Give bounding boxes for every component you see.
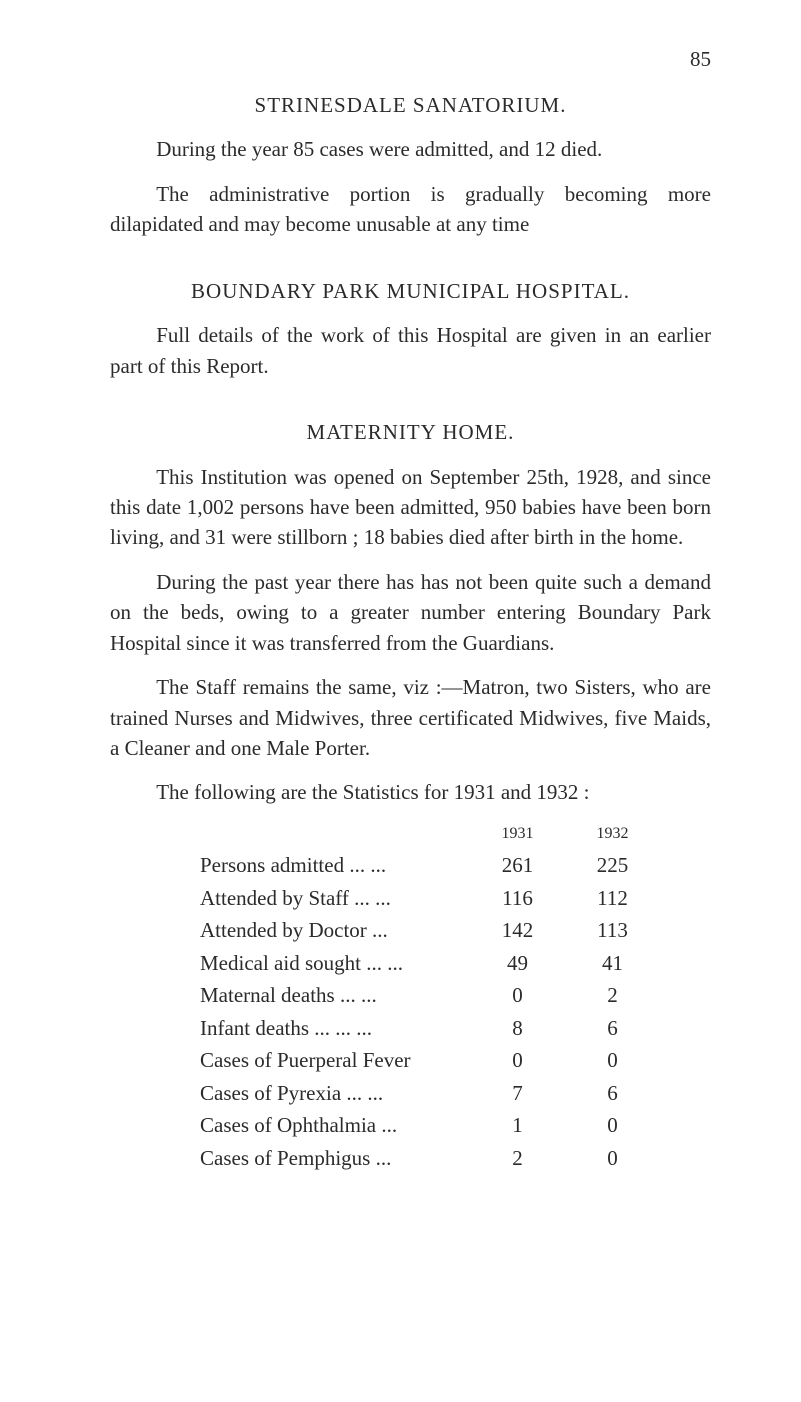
paragraph: Full details of the work of this Hospita… [110,320,711,381]
table-header-year: 1932 [565,822,660,845]
row-label: Cases of Pemphigus ... [200,1142,470,1175]
row-value: 0 [565,1142,660,1175]
row-value: 6 [565,1077,660,1110]
row-label: Cases of Puerperal Fever [200,1044,470,1077]
row-value: 261 [470,849,565,882]
paragraph: During the year 85 cases were admitted, … [110,134,711,164]
row-label: Attended by Staff ... ... [200,882,470,915]
row-label: Maternal deaths ... ... [200,979,470,1012]
table-row: Cases of Pyrexia ... ... 7 6 [200,1077,660,1110]
table-row: Persons admitted ... ... 261 225 [200,849,660,882]
table-row: Maternal deaths ... ... 0 2 [200,979,660,1012]
heading-strinesdale: STRINESDALE SANATORIUM. [110,90,711,120]
table-row: Cases of Pemphigus ... 2 0 [200,1142,660,1175]
row-value: 6 [565,1012,660,1045]
row-value: 49 [470,947,565,980]
row-value: 7 [470,1077,565,1110]
table-header-year: 1931 [470,822,565,845]
row-value: 41 [565,947,660,980]
row-label: Cases of Pyrexia ... ... [200,1077,470,1110]
row-label: Cases of Ophthalmia ... [200,1109,470,1142]
row-value: 2 [470,1142,565,1175]
paragraph: The following are the Statistics for 193… [110,777,711,807]
paragraph: This Institution was opened on September… [110,462,711,553]
row-label: Attended by Doctor ... [200,914,470,947]
row-value: 112 [565,882,660,915]
table-row: Cases of Puerperal Fever 0 0 [200,1044,660,1077]
table-row: Attended by Doctor ... 142 113 [200,914,660,947]
statistics-table: 1931 1932 Persons admitted ... ... 261 2… [200,822,660,1175]
heading-maternity-home: MATERNITY HOME. [110,417,711,447]
page-number: 85 [690,44,711,74]
table-row: Attended by Staff ... ... 116 112 [200,882,660,915]
row-value: 2 [565,979,660,1012]
paragraph: The Staff remains the same, viz :—Matron… [110,672,711,763]
row-value: 1 [470,1109,565,1142]
table-row: Cases of Ophthalmia ... 1 0 [200,1109,660,1142]
table-row: Infant deaths ... ... ... 8 6 [200,1012,660,1045]
row-value: 225 [565,849,660,882]
paragraph: During the past year there has has not b… [110,567,711,658]
row-label: Persons admitted ... ... [200,849,470,882]
row-label: Medical aid sought ... ... [200,947,470,980]
table-row: Medical aid sought ... ... 49 41 [200,947,660,980]
paragraph: The administrative portion is gradually … [110,179,711,240]
row-value: 0 [470,1044,565,1077]
document-page: 85 STRINESDALE SANATORIUM. During the ye… [0,0,801,1402]
row-value: 142 [470,914,565,947]
row-value: 0 [470,979,565,1012]
row-label: Infant deaths ... ... ... [200,1012,470,1045]
row-value: 0 [565,1044,660,1077]
row-value: 0 [565,1109,660,1142]
heading-boundary-park: BOUNDARY PARK MUNICIPAL HOSPITAL. [110,276,711,306]
row-value: 116 [470,882,565,915]
table-header-blank [200,822,470,845]
row-value: 113 [565,914,660,947]
row-value: 8 [470,1012,565,1045]
table-header-row: 1931 1932 [200,822,660,845]
